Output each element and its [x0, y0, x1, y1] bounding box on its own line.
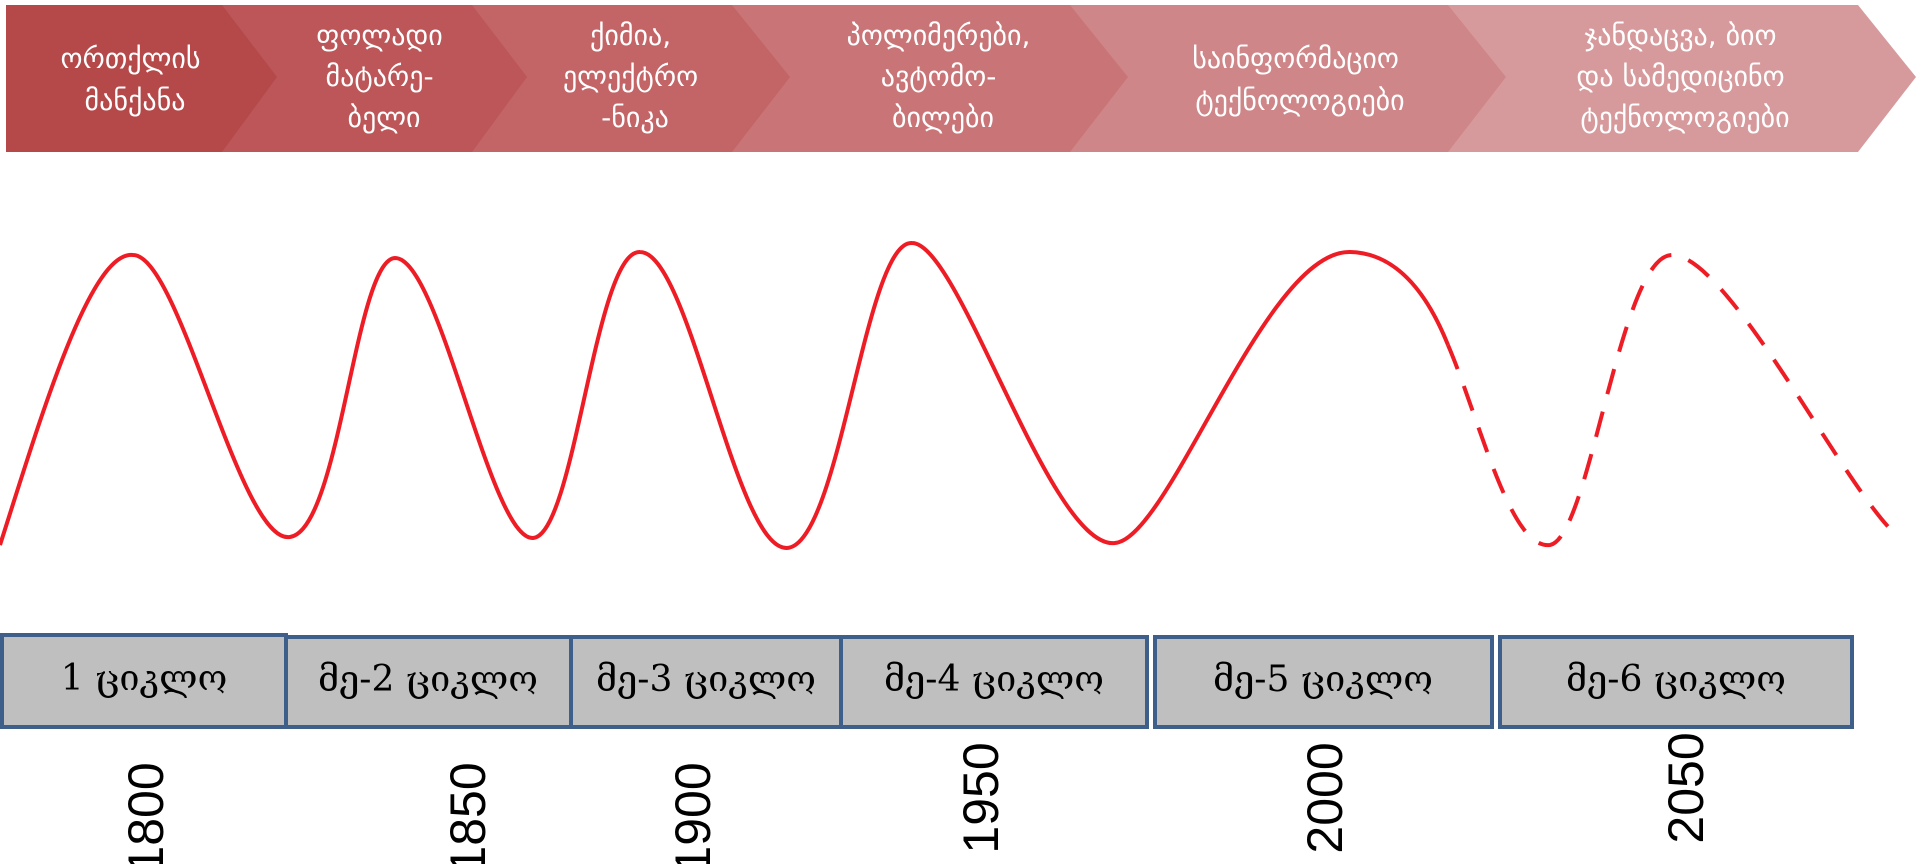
banner-segment-1: ორთქლის მანქანა: [6, 5, 295, 152]
wave-solid-cycles-1-5: [0, 240, 1450, 551]
banner-text-4: პოლიმერები, ავტომო- ბილები: [847, 19, 1040, 134]
cycle-label-3: მე-3 ციკლო: [596, 659, 816, 700]
cycle-box-3: მე-3 ციკლო: [569, 635, 843, 729]
banner-segment-3: ქიმია, ელექტრო -ნიკა: [472, 5, 792, 152]
banner-chevron-6: [1448, 5, 1916, 152]
cycle-box-5-rect: [1153, 635, 1494, 729]
banner-segment-4: პოლიმერები, ავტომო- ბილები: [732, 5, 1130, 152]
cycle-box-2: მე-2 ციკლო: [284, 635, 573, 729]
year-label-1800: 1800: [118, 762, 174, 864]
cycle-box-6: მე-6 ციკლო: [1498, 635, 1854, 729]
cycle-label-6: მე-6 ციკლო: [1566, 659, 1786, 700]
banner-text-6: ჯანდაცვა, ბიო და სამედიცინო ტექნოლოგიები: [1576, 19, 1793, 134]
banner-text-1: ორთქლის მანქანა: [61, 42, 210, 117]
cycle-box-5: მე-5 ციკლო: [1153, 635, 1494, 729]
banner-text-5: საინფორმაციო ტექნოლოგიები: [1192, 42, 1408, 117]
banner-segment-2: ფოლადი მატარე- ბელი: [222, 5, 533, 152]
banner-chevron-4: [732, 5, 1130, 152]
cycle-box-4: მე-4 ციკლო: [839, 635, 1149, 729]
banner-text-2: ფოლადი მატარე- ბელი: [316, 19, 451, 134]
cycle-box-2-rect: [284, 635, 573, 729]
banner-chevron-1: [6, 5, 295, 152]
cycle-box-3-rect: [569, 635, 843, 729]
technology-banner: ორთქლის მანქანა ფოლადი მატარე- ბელი ქიმი…: [6, 5, 1916, 152]
banner-chevron-5: [1070, 5, 1508, 152]
wave-dashed-cycle-6: [1446, 252, 1902, 548]
banner-chevron-2: [222, 5, 533, 152]
cycle-label-1: 1 ციკლო: [61, 658, 228, 699]
year-label-1950: 1950: [953, 742, 1009, 853]
cycle-box-1: 1 ციკლო: [0, 633, 288, 729]
cycle-label-4: მე-4 ციკლო: [884, 659, 1104, 700]
cycle-box-6-rect: [1498, 635, 1854, 729]
year-axis: 1800 1850 1900 1950 2000 2050: [118, 732, 1714, 864]
year-label-2000: 2000: [1297, 742, 1353, 853]
banner-chevron-3: [472, 5, 792, 152]
cycle-box-4-rect: [839, 635, 1149, 729]
banner-text-3: ქიმია, ელექტრო -ნიკა: [563, 19, 707, 134]
long-wave: [0, 240, 1902, 551]
cycle-boxes: 1 ციკლო მე-2 ციკლო მე-3 ციკლო მე-4 ციკლო…: [0, 633, 1854, 729]
year-label-1850: 1850: [440, 762, 496, 864]
cycle-box-1-rect: [0, 633, 288, 729]
banner-segment-6: ჯანდაცვა, ბიო და სამედიცინო ტექნოლოგიები: [1448, 5, 1916, 152]
cycle-label-2: მე-2 ციკლო: [318, 659, 538, 700]
year-label-2050: 2050: [1658, 732, 1714, 843]
cycle-label-5: მე-5 ციკლო: [1213, 659, 1433, 700]
year-label-1900: 1900: [665, 762, 721, 864]
banner-segment-5: საინფორმაციო ტექნოლოგიები: [1070, 5, 1508, 152]
